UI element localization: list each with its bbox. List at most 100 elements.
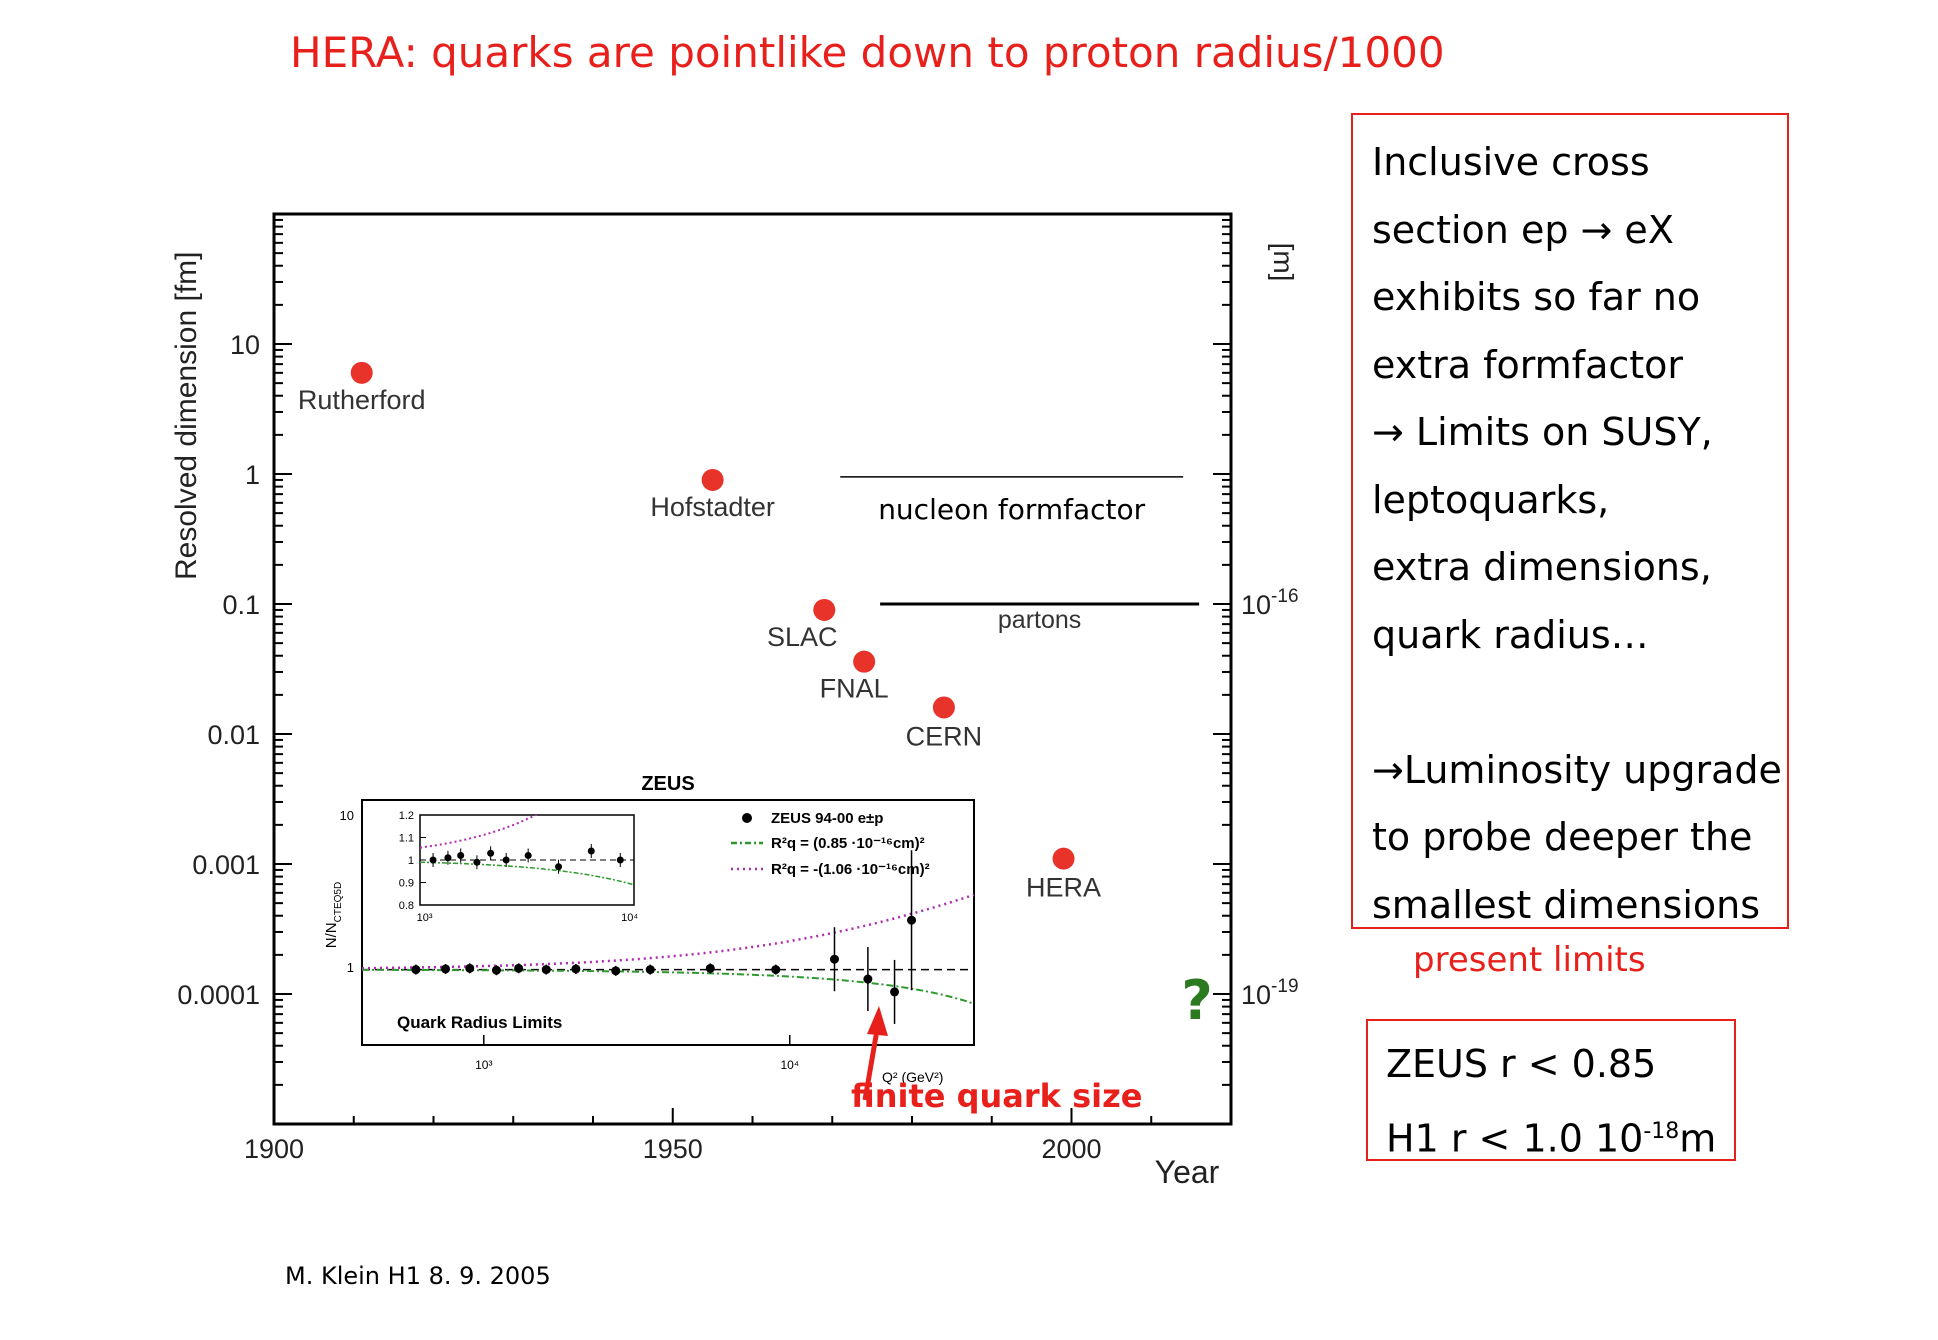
inset-annotation: Quark Radius Limits	[397, 1013, 562, 1032]
sub-point	[616, 856, 624, 864]
sub-x-tick-label: 10³	[417, 912, 433, 924]
inset-purple-curve	[362, 893, 974, 970]
experiment-marker	[350, 361, 373, 384]
inset-point	[645, 965, 655, 975]
inset-x-label: Q² (GeV²)	[882, 1069, 943, 1085]
sub-point	[555, 863, 563, 871]
inset-point	[441, 964, 451, 974]
sub-point	[487, 849, 495, 857]
inset-ytick-ten: 10	[340, 808, 354, 823]
inset-x-tick-label: 10⁴	[781, 1058, 800, 1072]
inset-point	[907, 915, 917, 925]
legend-dot	[742, 813, 752, 823]
limits-box: ZEUS r < 0.85 H1 r < 1.0 10-18m	[1366, 1019, 1736, 1161]
y-axis-label: Resolved dimension [fm]	[170, 252, 203, 580]
inset-curves	[362, 893, 974, 1005]
h1-limit: H1 r < 1.0 10-18m	[1386, 1098, 1734, 1173]
info-line: leptoquarks,	[1372, 477, 1610, 522]
sub-y-tick-label: 1.1	[399, 833, 414, 845]
experiment-label: CERN	[906, 721, 983, 751]
h1-limit-prefix: H1 r < 1.0 10	[1386, 1116, 1644, 1161]
inset-point	[514, 963, 524, 973]
inset-chart: ZEUS N/NCTEQ5D 10 1 Quark Radius Limits …	[323, 773, 975, 1085]
x-tick-label: 1950	[643, 1134, 703, 1164]
right-tick-label: 10-19	[1241, 976, 1299, 1010]
finite-size-arrow	[862, 1006, 888, 1101]
footer-credit: M. Klein H1 8. 9. 2005	[285, 1262, 551, 1290]
sub-point	[429, 856, 437, 864]
x-tick-label: 1900	[244, 1134, 304, 1164]
sub-inset-x-ticks: 10³ 10⁴	[417, 912, 639, 924]
y-tick-label: 10	[230, 330, 260, 360]
sub-point	[473, 858, 481, 866]
info-line: →Luminosity upgrade	[1372, 747, 1782, 792]
info-box: Inclusive cross section ep → eX exhibits…	[1351, 113, 1789, 929]
inset-y-label: N/NCTEQ5D	[323, 882, 344, 948]
inset-point	[491, 965, 501, 975]
finite-quark-size-label: finite quark size	[851, 1077, 1142, 1115]
slide-title: HERA: quarks are pointlike down to proto…	[290, 28, 1445, 77]
x-axis-tick-labels: 1900 1950 2000	[244, 1134, 1102, 1164]
inset-points	[411, 850, 917, 1024]
experiment-marker	[813, 598, 836, 621]
experiment-label: HERA	[1026, 873, 1101, 903]
region-label: partons	[998, 606, 1081, 634]
region-label: nucleon formfactor	[878, 493, 1145, 526]
inset-title: ZEUS	[641, 773, 694, 795]
x-axis-label: Year	[1155, 1154, 1220, 1190]
inset-point	[571, 964, 581, 974]
info-line: section ep → eX	[1372, 207, 1674, 252]
experiment-marker	[932, 696, 955, 719]
experiment-label: Hofstadter	[650, 492, 775, 522]
experiment-label: SLAC	[767, 622, 838, 652]
y-tick-label: 0.001	[192, 850, 260, 880]
h1-limit-exponent: -18	[1643, 1119, 1680, 1144]
x-tick-label: 2000	[1041, 1134, 1101, 1164]
zeus-limit: ZEUS r < 0.85	[1386, 1042, 1657, 1086]
sub-x-tick-label: 10⁴	[621, 912, 638, 924]
inset-point	[829, 954, 839, 964]
h1-limit-unit: m	[1679, 1116, 1717, 1161]
question-mark: ?	[1181, 969, 1212, 1032]
y-axis-tick-labels: 10 1 0.1 0.01 0.001 0.0001	[177, 330, 260, 1010]
sub-y-tick-label: 1	[408, 855, 414, 867]
y-tick-label: 1	[245, 460, 260, 490]
data-points: Rutherford Hofstadter SLAC FNAL CERN HERA	[298, 361, 1101, 903]
sub-point	[444, 854, 452, 862]
sub-inset-curves	[420, 815, 634, 886]
info-line: → Limits on SUSY,	[1372, 410, 1713, 454]
y-tick-label: 0.1	[222, 590, 260, 620]
right-axis-label: [m]	[1268, 243, 1299, 282]
inset-point	[411, 965, 421, 975]
sub-point	[502, 856, 510, 864]
sub-inset-y-ticks: 1.2 1.1 1 0.9 0.8	[399, 810, 426, 912]
experiment-marker	[1052, 847, 1075, 870]
sub-y-tick-label: 0.9	[399, 878, 414, 890]
y-tick-label: 0.01	[207, 720, 260, 750]
experiment-label: FNAL	[820, 674, 889, 704]
experiment-label: Rutherford	[298, 385, 426, 415]
info-line: extra formfactor	[1372, 342, 1684, 387]
inset-x-ticks: 10³ 10⁴	[475, 1035, 799, 1072]
regions: nucleon formfactor partons	[840, 476, 1200, 634]
sub-inset-points	[429, 844, 624, 874]
inset-point	[611, 966, 621, 976]
info-line: quark radius…	[1372, 612, 1649, 657]
info-line: to probe deeper the	[1372, 815, 1753, 859]
inset-point	[705, 963, 715, 973]
info-line: smallest dimensions	[1372, 882, 1761, 927]
inset-ytick-one: 1	[347, 960, 354, 975]
sub-green-curve	[420, 861, 634, 886]
present-limits-label: present limits	[1413, 940, 1646, 980]
sub-purple-curve	[420, 815, 538, 849]
y-tick-label: 0.0001	[177, 980, 260, 1010]
inset-point	[541, 965, 551, 975]
legend-label: ZEUS 94-00 e±p	[771, 810, 883, 827]
inset-legend: ZEUS 94-00 e±p R²q = (0.85 ·10⁻¹⁶cm)² R²q …	[731, 810, 930, 878]
axis-ticks	[273, 218, 1232, 1125]
inset-point	[771, 965, 781, 975]
inset-green-curve	[362, 968, 974, 1005]
sub-y-tick-label: 1.2	[399, 810, 414, 822]
info-line: extra dimensions,	[1372, 545, 1712, 589]
